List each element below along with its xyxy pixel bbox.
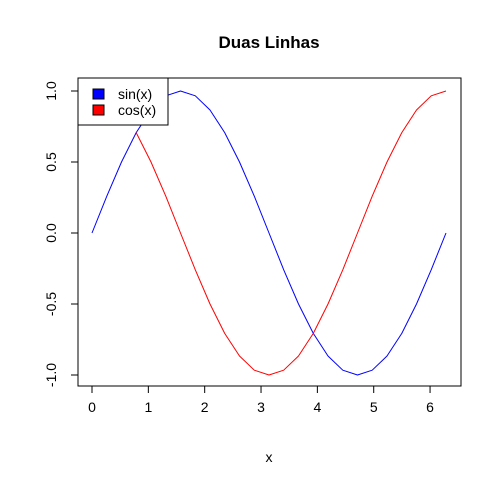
chart-title: Duas Linhas <box>218 33 319 52</box>
x-tick-label: 5 <box>370 399 378 415</box>
legend-box <box>77 77 169 126</box>
legend-label: cos(x) <box>118 102 156 118</box>
y-tick-label: 1.0 <box>43 81 59 101</box>
x-tick-label: 0 <box>88 399 96 415</box>
x-tick-label: 1 <box>144 399 152 415</box>
y-tick-label: -1.0 <box>43 363 59 387</box>
legend-swatch <box>92 88 105 100</box>
y-axis: -1.0 -0.5 0.0 0.5 1.0 <box>43 81 79 387</box>
y-tick-label: -0.5 <box>43 292 59 316</box>
y-tick-label: 0.5 <box>43 152 59 172</box>
x-tick-label: 6 <box>426 399 434 415</box>
legend-label: sin(x) <box>118 86 152 102</box>
y-tick-label: 0.0 <box>43 223 59 243</box>
x-tick-label: 3 <box>257 399 265 415</box>
x-axis-label: x <box>266 449 273 465</box>
legend-swatch <box>92 104 105 116</box>
x-tick-label: 4 <box>313 399 321 415</box>
legend: sin(x)cos(x) <box>77 77 169 126</box>
series-line-1 <box>135 90 447 376</box>
x-axis: 0 1 2 3 4 5 6 <box>88 385 434 415</box>
x-tick-label: 2 <box>201 399 209 415</box>
series-layer <box>91 90 447 376</box>
series-line-0 <box>91 90 447 376</box>
